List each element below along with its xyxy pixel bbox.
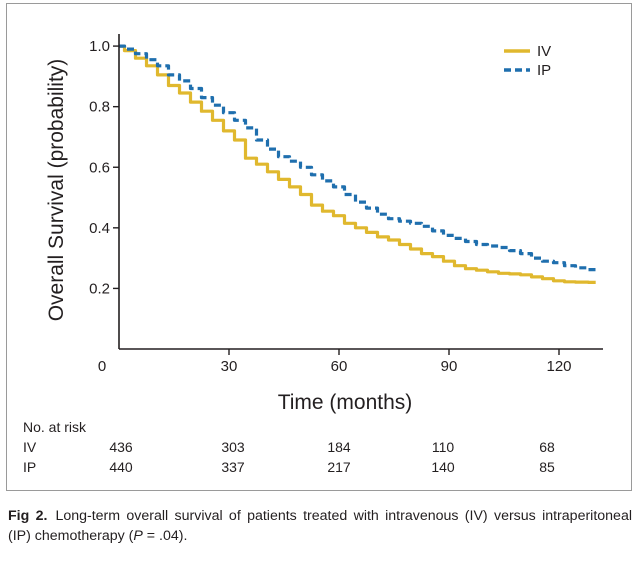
- y-tick-label: 0.6: [89, 159, 110, 176]
- caption-label: Fig 2.: [8, 508, 48, 524]
- y-tick-label: 0.2: [89, 280, 110, 297]
- survival-chart: 0.2 0.4 0.6 0.8 1.0 0 30 60 90 120 Overall Survi…: [23, 34, 603, 475]
- risk-count: 337: [221, 459, 245, 475]
- risk-count: 436: [109, 439, 133, 455]
- risk-count: 184: [327, 439, 351, 455]
- figure-caption: Fig 2. Long-term overall survival of pati…: [8, 506, 632, 546]
- caption-p-symbol: P: [133, 528, 143, 544]
- x-tick-label: 0: [98, 358, 106, 375]
- survival-curves: [119, 44, 596, 284]
- legend-label-ip: IP: [537, 62, 551, 79]
- y-tick-label: 0.8: [89, 99, 110, 116]
- risk-count: 68: [539, 439, 555, 455]
- y-axis-title: Overall Survival (probability): [45, 59, 68, 322]
- risk-count: 217: [327, 459, 351, 475]
- y-tick-label: 0.4: [89, 220, 110, 237]
- risk-table-title: No. at risk: [23, 419, 87, 435]
- y-axis-ticks: 0.2 0.4 0.6 0.8 1.0: [89, 38, 119, 297]
- caption-p-value: = .04).: [142, 528, 188, 544]
- risk-count: 440: [109, 459, 133, 475]
- risk-row-label: IP: [23, 459, 36, 475]
- legend: IV IP: [504, 43, 551, 79]
- series-line-ip: [119, 44, 596, 272]
- x-tick-label: 30: [221, 358, 238, 375]
- y-tick-label: 1.0: [89, 38, 110, 55]
- risk-count: 140: [431, 459, 455, 475]
- x-axis-ticks: 0 30 60 90 120: [98, 349, 572, 375]
- x-tick-label: 60: [331, 358, 348, 375]
- risk-table: No. at risk IV 436 303 184 110 68 IP 440 337 217 14…: [23, 419, 555, 475]
- x-axis-title: Time (months): [278, 391, 413, 414]
- figure-panel: 0.2 0.4 0.6 0.8 1.0 0 30 60 90 120 Overall Survi…: [6, 3, 632, 491]
- risk-count: 303: [221, 439, 245, 455]
- caption-text: Long-term overall survival of patients t…: [8, 508, 632, 544]
- x-tick-label: 90: [441, 358, 458, 375]
- risk-count: 85: [539, 459, 555, 475]
- series-line-iv: [119, 44, 596, 284]
- legend-label-iv: IV: [537, 43, 551, 60]
- risk-row-label: IV: [23, 439, 37, 455]
- risk-count: 110: [432, 439, 455, 455]
- x-tick-label: 120: [546, 358, 571, 375]
